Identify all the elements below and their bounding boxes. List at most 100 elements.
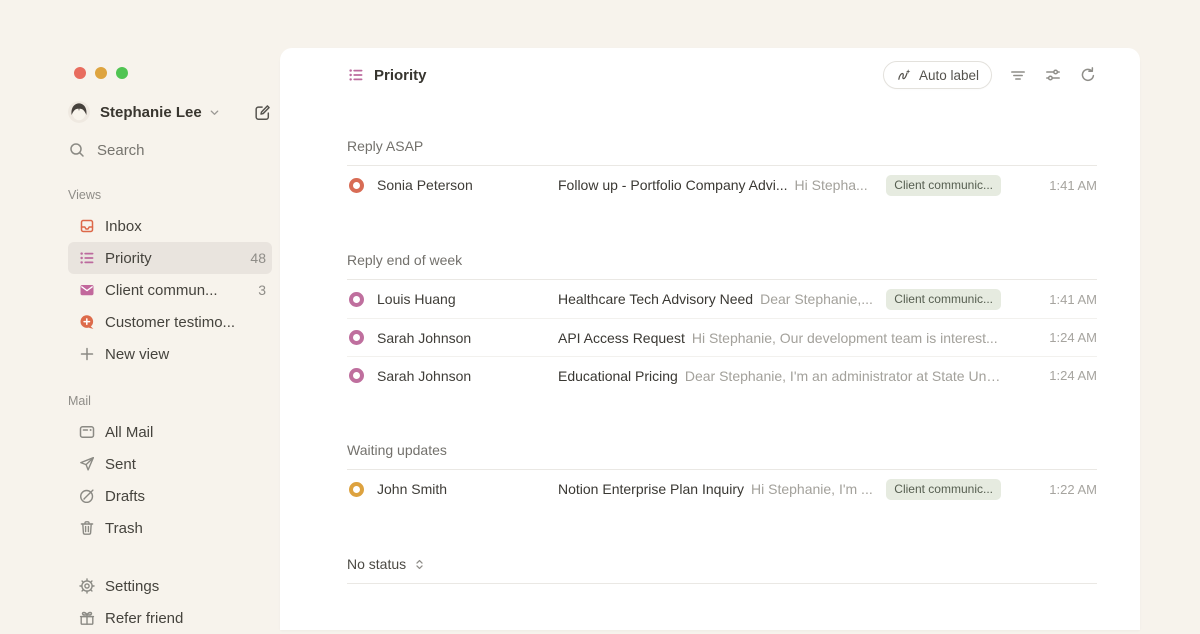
refresh-icon[interactable] xyxy=(1079,66,1097,84)
mail-card-icon xyxy=(78,423,96,441)
compose-icon[interactable] xyxy=(253,103,272,122)
display-settings-sliders-icon[interactable] xyxy=(1044,66,1062,84)
email-preview: Dear Stephanie, I'm an administrator at … xyxy=(685,368,1001,384)
toolbar: Auto label xyxy=(883,61,1097,89)
email-row[interactable]: Sarah Johnson Educational Pricing Dear S… xyxy=(347,356,1097,394)
auto-label-wand-icon xyxy=(896,67,912,83)
sender-avatar xyxy=(349,368,364,383)
group-header: Reply end of week xyxy=(347,250,1097,270)
window-controls xyxy=(74,67,128,79)
client-communication-count: 3 xyxy=(258,282,266,298)
search-label: Search xyxy=(97,142,145,159)
sender-avatar xyxy=(349,292,364,307)
inbox-icon xyxy=(78,217,96,235)
sidebar-item-label: New view xyxy=(105,346,169,363)
priority-list-icon xyxy=(78,249,96,267)
email-label-badge[interactable]: Client communic... xyxy=(886,479,1001,500)
sidebar-item-label: Inbox xyxy=(105,218,142,235)
email-row[interactable]: Sonia Peterson Follow up - Portfolio Com… xyxy=(347,166,1097,204)
email-sender: Sarah Johnson xyxy=(377,330,558,346)
mail-group-reply-end-of-week: Reply end of week Louis Huang Healthcare… xyxy=(347,250,1097,394)
sidebar-item-label: Sent xyxy=(105,456,136,473)
sidebar-item-inbox[interactable]: Inbox xyxy=(68,210,272,242)
mail-section-label: Mail xyxy=(68,392,272,410)
sidebar-item-priority[interactable]: Priority 48 xyxy=(68,242,272,274)
email-time: 1:41 AM xyxy=(1027,178,1097,193)
view-title-label: Priority xyxy=(374,67,427,84)
trash-icon xyxy=(78,519,96,537)
minimize-window-button[interactable] xyxy=(95,67,107,79)
email-time: 1:22 AM xyxy=(1027,482,1097,497)
sidebar-item-label: Trash xyxy=(105,520,143,537)
sidebar-item-label: Priority xyxy=(105,250,152,267)
email-row[interactable]: Louis Huang Healthcare Tech Advisory Nee… xyxy=(347,280,1097,318)
mail-group-waiting-updates: Waiting updates John Smith Notion Enterp… xyxy=(347,440,1097,508)
chevron-down-icon xyxy=(209,107,220,118)
sidebar-item-sent[interactable]: Sent xyxy=(68,448,272,480)
chat-plus-icon xyxy=(78,313,96,331)
priority-count: 48 xyxy=(250,250,266,266)
sidebar-item-label: Refer friend xyxy=(105,610,183,627)
sidebar-item-all-mail[interactable]: All Mail xyxy=(68,416,272,448)
sidebar-footer: Settings Refer friend xyxy=(68,570,272,634)
auto-label-button[interactable]: Auto label xyxy=(883,61,992,89)
sidebar-item-label: Drafts xyxy=(105,488,145,505)
mail-list: All Mail Sent Drafts xyxy=(68,416,272,544)
email-subject: Notion Enterprise Plan Inquiry xyxy=(558,481,744,497)
sender-avatar xyxy=(349,482,364,497)
account-name: Stephanie Lee xyxy=(100,104,202,121)
sidebar-item-drafts[interactable]: Drafts xyxy=(68,480,272,512)
email-subject: Follow up - Portfolio Company Advi... xyxy=(558,177,788,193)
profile-row[interactable]: Stephanie Lee xyxy=(68,98,272,126)
zoom-window-button[interactable] xyxy=(116,67,128,79)
email-label-badge[interactable]: Client communic... xyxy=(886,289,1001,310)
email-preview: Hi Stephanie, Our development team is in… xyxy=(692,330,998,346)
group-header[interactable]: No status xyxy=(347,554,1097,574)
email-label-badge[interactable]: Client communic... xyxy=(886,175,1001,196)
filter-icon[interactable] xyxy=(1009,66,1027,84)
sidebar-item-customer-testimonials[interactable]: Customer testimo... xyxy=(68,306,272,338)
send-icon xyxy=(78,455,96,473)
sidebar-item-label: All Mail xyxy=(105,424,153,441)
envelope-icon xyxy=(78,281,96,299)
plus-icon xyxy=(78,345,96,363)
group-header: Reply ASAP xyxy=(347,136,1097,156)
user-avatar xyxy=(68,101,90,123)
email-time: 1:24 AM xyxy=(1027,330,1097,345)
sidebar: Stephanie Lee Search Views xyxy=(0,0,280,630)
search-icon xyxy=(68,141,86,159)
mail-list-panel: Priority Auto label xyxy=(280,48,1140,630)
view-header: Priority Auto label xyxy=(347,60,1097,90)
sidebar-item-refer-friend[interactable]: Refer friend xyxy=(68,602,272,634)
chevron-up-down-icon xyxy=(413,558,426,571)
sidebar-item-client-communication[interactable]: Client commun... 3 xyxy=(68,274,272,306)
email-preview: Hi Stepha... xyxy=(795,177,868,193)
email-preview: Hi Stephanie, I'm ... xyxy=(751,481,873,497)
search-field[interactable]: Search xyxy=(68,136,272,164)
sender-avatar xyxy=(349,330,364,345)
sidebar-item-trash[interactable]: Trash xyxy=(68,512,272,544)
email-time: 1:41 AM xyxy=(1027,292,1097,307)
close-window-button[interactable] xyxy=(74,67,86,79)
sidebar-item-label: Settings xyxy=(105,578,159,595)
group-header: Waiting updates xyxy=(347,440,1097,460)
view-title: Priority xyxy=(347,66,427,84)
sender-avatar xyxy=(349,178,364,193)
email-sender: Louis Huang xyxy=(377,291,558,307)
email-sender: Sarah Johnson xyxy=(377,368,558,384)
email-sender: John Smith xyxy=(377,481,558,497)
sidebar-item-label: Customer testimo... xyxy=(105,314,235,331)
sidebar-item-settings[interactable]: Settings xyxy=(68,570,272,602)
mail-group-reply-asap: Reply ASAP Sonia Peterson Follow up - Po… xyxy=(347,136,1097,204)
email-subject: Healthcare Tech Advisory Need xyxy=(558,291,753,307)
email-row[interactable]: Sarah Johnson API Access Request Hi Step… xyxy=(347,318,1097,356)
sidebar-item-new-view[interactable]: New view xyxy=(68,338,272,370)
email-preview: Dear Stephanie,... xyxy=(760,291,873,307)
email-subject: API Access Request xyxy=(558,330,685,346)
email-time: 1:24 AM xyxy=(1027,368,1097,383)
mail-group-no-status: No status xyxy=(347,554,1097,584)
group-header-label: No status xyxy=(347,556,406,572)
draft-icon xyxy=(78,487,96,505)
email-row[interactable]: John Smith Notion Enterprise Plan Inquir… xyxy=(347,470,1097,508)
auto-label-button-label: Auto label xyxy=(919,68,979,83)
